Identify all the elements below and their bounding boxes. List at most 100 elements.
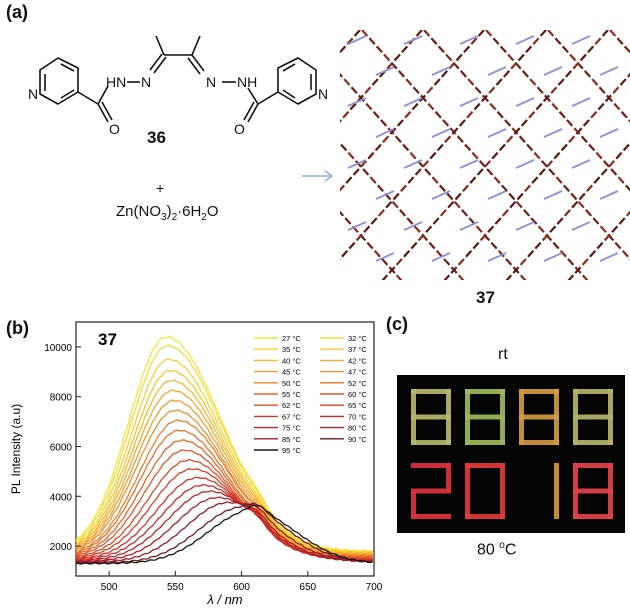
linker-segment — [403, 250, 411, 258]
linker-segment — [473, 102, 481, 111]
metal-node — [515, 221, 535, 231]
linker-segment — [364, 86, 372, 94]
y-tick-label: 2000 — [50, 542, 73, 553]
linker-segment — [608, 160, 616, 168]
metal-node — [431, 66, 451, 76]
metal-node — [459, 221, 479, 231]
linker-segment — [428, 241, 436, 250]
digit-segment — [573, 463, 613, 468]
linker-segment — [529, 78, 537, 86]
linker-segment — [427, 102, 435, 111]
metal-node — [347, 97, 367, 107]
80c-unit: C — [504, 541, 517, 559]
metal-node — [515, 35, 535, 45]
linker-segment — [467, 78, 475, 86]
linker-segment — [386, 61, 394, 70]
linker-segment — [445, 53, 453, 62]
linker-segment — [595, 151, 603, 160]
legend-label: 40 °C — [282, 356, 301, 365]
linker-segment — [457, 274, 465, 280]
linker-segment — [488, 86, 496, 94]
legend-label: 50 °C — [282, 379, 301, 388]
metal-node — [431, 128, 451, 138]
legend-label: 80 °C — [348, 424, 367, 433]
metal-node — [403, 159, 423, 169]
linker-segment — [463, 45, 471, 54]
linker-segment — [548, 168, 556, 176]
linker-segment — [523, 209, 531, 217]
linker-segment — [456, 135, 464, 143]
linker-segment — [362, 168, 370, 176]
linker-segment — [612, 86, 620, 94]
linker-segment — [363, 225, 371, 233]
linker-segment — [567, 274, 575, 280]
linker-segment — [527, 250, 535, 258]
linker-segment — [573, 127, 581, 135]
digit-segment — [519, 414, 559, 420]
linker-segment — [493, 176, 501, 184]
linker-segment — [604, 94, 612, 103]
salt-main: Zn(NO — [116, 203, 161, 220]
linker-segment — [609, 30, 617, 37]
linker-segment — [349, 102, 357, 111]
linker-segment — [423, 30, 431, 37]
linker-segment — [517, 53, 525, 62]
linker-segment — [446, 192, 454, 201]
linker-segment — [614, 241, 622, 250]
digit-segment — [554, 389, 559, 417]
linker-segment — [542, 94, 550, 103]
linker-segment — [450, 266, 458, 274]
linker-segment — [623, 45, 630, 54]
linker-segment — [613, 102, 621, 111]
linker-segment — [559, 250, 567, 258]
metal-node — [599, 252, 619, 262]
legend-label: 67 °C — [282, 412, 301, 421]
digit-segment — [465, 463, 470, 491]
linker-segment — [519, 274, 527, 280]
linker-segment — [374, 143, 382, 152]
linker-segment — [441, 70, 449, 78]
linker-segment — [480, 94, 488, 103]
linker-segment — [373, 250, 381, 258]
linker-segment — [505, 258, 513, 266]
linker-segment — [476, 168, 484, 176]
digits-drawing — [411, 389, 613, 519]
linker-segment — [369, 176, 377, 184]
linker-segment — [554, 37, 562, 45]
linker-segment — [457, 258, 465, 266]
linker-segment — [377, 209, 385, 217]
digit-segment — [465, 389, 470, 417]
linker-segment — [486, 168, 494, 176]
linker-segment — [583, 70, 591, 78]
metal-node — [375, 66, 395, 76]
linker-segment — [557, 78, 565, 86]
linker-segment — [512, 266, 520, 274]
linker-segment — [501, 209, 509, 217]
metal-node — [515, 97, 535, 107]
spectrum-line — [75, 496, 373, 563]
linker-segment — [425, 225, 433, 233]
linker-segment — [487, 225, 495, 233]
linker-segment — [528, 111, 536, 119]
linker-segment — [588, 143, 596, 152]
linker-segment — [410, 241, 418, 250]
linker-segment — [433, 78, 441, 86]
linker-segment — [383, 53, 391, 62]
chart-compound-label: 37 — [98, 330, 117, 349]
digit-segment — [608, 463, 613, 491]
linker-segment — [405, 78, 413, 86]
linker-segment — [430, 37, 438, 45]
metal-node — [543, 128, 563, 138]
linker-segment — [411, 102, 419, 111]
x-tick-label: 550 — [167, 582, 184, 593]
framework-37-lattice — [340, 30, 630, 280]
digit-segment — [500, 389, 505, 417]
linker-segment — [603, 233, 611, 242]
legend-label: 60 °C — [348, 390, 367, 399]
metal-node — [487, 128, 507, 138]
y-tick-label: 4000 — [50, 492, 73, 503]
linker-segment — [418, 94, 426, 103]
linker-segment — [389, 127, 397, 135]
linker-segment — [578, 192, 586, 201]
metal-node — [543, 66, 563, 76]
